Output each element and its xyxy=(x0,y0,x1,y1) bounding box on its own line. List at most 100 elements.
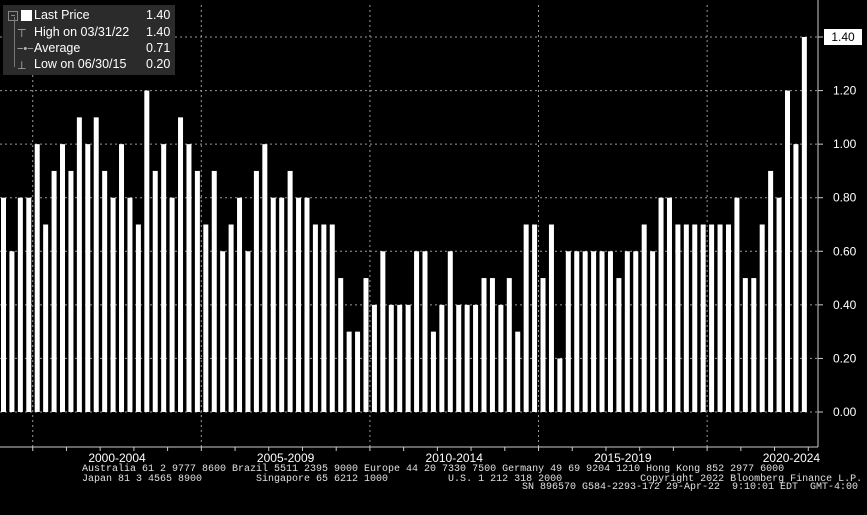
y-tick-label: 0.60 xyxy=(833,244,857,258)
legend-high-label: High on 03/31/22 xyxy=(34,25,130,39)
bar xyxy=(304,197,310,412)
bar xyxy=(102,170,108,412)
bar xyxy=(363,278,369,412)
legend-row-average: −•− Average 0.71 xyxy=(3,41,175,57)
bar xyxy=(439,304,445,412)
bar xyxy=(119,144,125,412)
bar xyxy=(380,251,386,412)
average-marker-icon: −•− xyxy=(17,43,34,55)
bar xyxy=(355,331,361,412)
bar xyxy=(287,170,293,412)
bar xyxy=(237,197,243,412)
bar xyxy=(616,278,622,412)
bar xyxy=(717,224,723,412)
bar xyxy=(784,90,790,413)
last-value-tag: 1.40 xyxy=(824,29,862,45)
bar xyxy=(279,197,285,412)
y-tick-label: 0.80 xyxy=(833,191,857,205)
bar xyxy=(650,251,656,412)
bar xyxy=(574,251,580,412)
bar xyxy=(624,251,630,412)
bar xyxy=(186,144,192,412)
bar xyxy=(633,251,639,412)
bar xyxy=(734,197,740,412)
bar xyxy=(481,278,487,412)
bar xyxy=(473,304,479,412)
footer-contacts-line1: Australia 61 2 9777 8600 Brazil 5511 239… xyxy=(82,464,785,475)
bar xyxy=(253,170,259,412)
bar xyxy=(582,251,588,412)
bar xyxy=(17,197,23,412)
bar xyxy=(169,197,175,412)
bar xyxy=(85,144,91,412)
bar xyxy=(68,170,74,412)
legend-panel[interactable]: − Last Price 1.40 ⊤ High on 03/31/22 1.4… xyxy=(3,5,175,75)
bar xyxy=(515,331,521,412)
bar xyxy=(776,197,782,412)
bar xyxy=(203,224,209,412)
y-tick-label: 0.00 xyxy=(833,405,857,419)
bar xyxy=(397,304,403,412)
bar xyxy=(692,224,698,412)
bar xyxy=(498,304,504,412)
bar xyxy=(405,304,411,412)
legend-low-label: Low on 06/30/15 xyxy=(34,57,127,71)
bar xyxy=(9,251,15,412)
bar xyxy=(26,197,32,412)
bar xyxy=(675,224,681,412)
bar xyxy=(658,197,664,412)
y-tick-label: 0.20 xyxy=(833,351,857,365)
bar xyxy=(135,224,141,412)
bar xyxy=(262,144,268,412)
bar xyxy=(144,90,150,413)
bar xyxy=(751,278,757,412)
bar xyxy=(228,224,234,412)
legend-last-price-value: 1.40 xyxy=(146,8,171,22)
bar xyxy=(1,197,6,412)
bar xyxy=(338,278,344,412)
axes: 0.00 0.20 0.40 0.60 0.80 1.00 1.20 2000-2004 200… xyxy=(0,0,857,465)
bar xyxy=(127,197,133,412)
bar xyxy=(768,170,774,412)
bar xyxy=(220,251,226,412)
bar xyxy=(312,224,318,412)
bar xyxy=(506,278,512,412)
legend-last-price-label: Last Price xyxy=(34,8,90,22)
x-group-label: 2010-2014 xyxy=(426,451,484,465)
bar xyxy=(591,251,597,412)
bar xyxy=(152,170,158,412)
bar xyxy=(76,117,82,412)
bar xyxy=(742,278,748,412)
bar xyxy=(759,224,765,412)
bar xyxy=(489,278,495,412)
x-group-label: 2015-2019 xyxy=(594,451,652,465)
bar xyxy=(321,224,327,412)
bar xyxy=(700,224,706,412)
bar xyxy=(666,197,672,412)
white-square-icon xyxy=(21,10,32,21)
bars xyxy=(1,37,807,413)
bar xyxy=(464,304,470,412)
bar xyxy=(329,224,335,412)
bar xyxy=(194,170,200,412)
bar xyxy=(456,304,462,412)
legend-tree-line xyxy=(14,17,15,67)
minus-box-icon[interactable]: − xyxy=(8,11,18,21)
footer-serial-line: SN 896570 G584-2293-172 29-Apr-22 9:10:0… xyxy=(522,482,859,493)
bar xyxy=(430,331,436,412)
bar xyxy=(346,331,352,412)
x-group-label: 2005-2009 xyxy=(257,451,315,465)
bar xyxy=(801,37,807,412)
y-tick-label: 1.00 xyxy=(833,137,857,151)
bar xyxy=(532,224,538,412)
x-group-label: 2000-2004 xyxy=(88,451,146,465)
x-group-label: 2020-2024 xyxy=(763,451,821,465)
bar xyxy=(725,224,731,412)
bar xyxy=(599,251,605,412)
legend-low-value: 0.20 xyxy=(146,57,171,71)
legend-average-value: 0.71 xyxy=(146,41,171,55)
high-marker-icon: ⊤ xyxy=(17,28,27,40)
bar xyxy=(178,117,184,412)
bar xyxy=(557,358,563,412)
